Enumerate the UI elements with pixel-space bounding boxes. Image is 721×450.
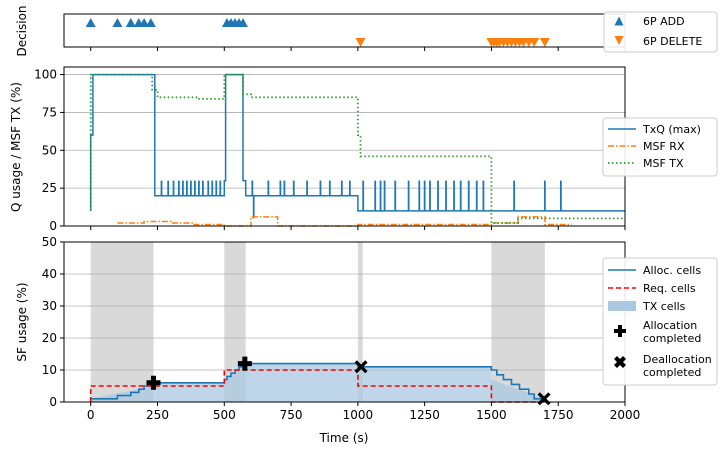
- legend-msf-tx-label: MSF TX: [643, 157, 684, 170]
- legend-deallocation-x-icon: [614, 356, 626, 368]
- sf-xtick-label-1250: 1250: [409, 408, 440, 422]
- queue-ytick-label-0: 0: [49, 219, 57, 233]
- add-marker-10: [237, 18, 248, 27]
- decision-ylabel: Decision: [15, 5, 29, 56]
- shaded-interval-3: [491, 242, 545, 402]
- queue-axes-frame: [63, 66, 626, 227]
- legend-alloc-label: Alloc. cells: [643, 264, 701, 277]
- sf-ytick-label-50: 50: [42, 235, 57, 249]
- allocation-completed-marker-0: [146, 375, 161, 390]
- sf-y-ticks: 0 10 20 30 40 50: [42, 235, 64, 409]
- panel-decision: Decision: [15, 5, 626, 57]
- queue-series-1: [117, 216, 572, 227]
- panel-queue: 0 25 50 75 100 Q usage / MSF TX (%): [9, 66, 626, 233]
- shared-x-tick-marks: [90, 47, 626, 230]
- legend-allocation-label-2: completed: [643, 332, 701, 345]
- delete-marker-12: [529, 38, 540, 47]
- sf-ytick-label-0: 0: [49, 395, 57, 409]
- queue-ytick-label-100: 100: [34, 68, 57, 82]
- add-marker-1: [112, 18, 123, 27]
- queue-ytick-label-25: 25: [42, 181, 57, 195]
- legend-queue-box: [602, 117, 718, 177]
- shaded-interval-2: [357, 242, 363, 402]
- queue-ylabel: Q usage / MSF TX (%): [9, 82, 23, 212]
- sf-ylabel: SF usage (%): [15, 282, 29, 361]
- sf-ytick-label-10: 10: [42, 363, 57, 377]
- sf-xtick-label-0: 0: [87, 408, 95, 422]
- decision-axes-frame: [63, 13, 626, 48]
- legend-tx-cells-label: TX cells: [642, 300, 686, 313]
- legend-6p-add-marker: [614, 16, 624, 26]
- sf-xtick-label-250: 250: [146, 408, 169, 422]
- legend-tx-cells-patch: [608, 301, 636, 311]
- queue-series-2: [89, 73, 625, 224]
- sf-xtick-label-1750: 1750: [543, 408, 574, 422]
- legend-msf-rx-label: MSF RX: [643, 140, 685, 153]
- legend-6p-delete-marker: [614, 36, 624, 45]
- sf-xtick-label-750: 750: [280, 408, 303, 422]
- legend-deallocation-label-2: completed: [643, 366, 701, 379]
- add-marker-4: [139, 18, 150, 27]
- add-marker-5: [145, 18, 156, 27]
- queue-gridlines: [64, 74, 625, 227]
- legend-6p-add-label: 6P ADD: [643, 15, 685, 28]
- tx-cells-area: [90, 363, 545, 402]
- delete-marker-0: [355, 38, 366, 47]
- sf-ytick-label-40: 40: [42, 267, 57, 281]
- sf-xlabel: Time (s): [319, 431, 369, 445]
- legend-allocation-plus-icon: [614, 325, 626, 337]
- legend-req-label: Req. cells: [643, 282, 696, 295]
- queue-series-0: [89, 73, 625, 212]
- sf-xtick-label-2000: 2000: [610, 408, 641, 422]
- sf-xtick-label-1500: 1500: [476, 408, 507, 422]
- delete-marker-13: [539, 38, 550, 47]
- add-marker-2: [125, 18, 136, 27]
- legend-sf: Alloc. cells Req. cells TX cells Allocat…: [602, 257, 718, 386]
- sf-xtick-label-1000: 1000: [343, 408, 374, 422]
- sf-ytick-label-30: 30: [42, 299, 57, 313]
- shaded-interval-0: [90, 242, 154, 402]
- queue-ytick-label-50: 50: [42, 143, 57, 157]
- queue-y-ticks: 0 25 50 75 100: [34, 68, 64, 233]
- sf-ytick-label-20: 20: [42, 331, 57, 345]
- queue-ytick-label-75: 75: [42, 105, 57, 119]
- legend-txq-label: TxQ (max): [642, 123, 701, 136]
- legend-queue: TxQ (max) MSF RX MSF TX: [602, 117, 718, 177]
- legend-allocation-label: Allocation: [643, 319, 697, 332]
- legend-decision: 6P ADD 6P DELETE: [603, 11, 718, 53]
- sf-x-ticks: 0 250 500 750 1000 1250 1500 1750 2000: [87, 402, 640, 422]
- legend-6p-delete-label: 6P DELETE: [643, 35, 702, 48]
- deallocation-completed-marker-0: [354, 360, 368, 374]
- legend-deallocation-label: Deallocation: [643, 353, 712, 366]
- sf-xtick-label-500: 500: [213, 408, 236, 422]
- legend-sf-box: [602, 257, 718, 386]
- decision-markers: [85, 18, 550, 47]
- legend-decision-box: [603, 11, 718, 53]
- add-marker-0: [85, 18, 96, 27]
- queue-series: [89, 73, 625, 227]
- allocation-completed-marker-1: [237, 356, 252, 371]
- sf-series: [89, 356, 551, 406]
